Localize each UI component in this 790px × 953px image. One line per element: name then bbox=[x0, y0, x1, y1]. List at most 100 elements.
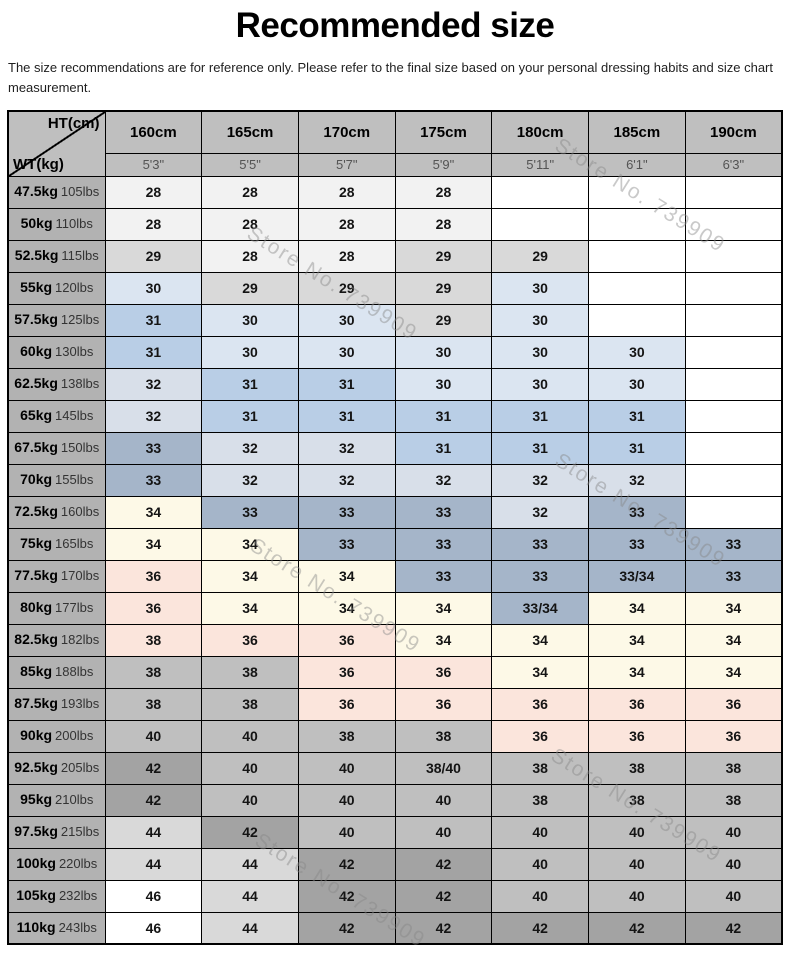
size-cell: 36 bbox=[588, 687, 686, 721]
weight-label: 47.5kg 105lbs bbox=[7, 175, 106, 209]
size-cell: 40 bbox=[297, 783, 396, 817]
size-cell: 28 bbox=[104, 207, 203, 241]
height-col-feet: 5'9" bbox=[394, 152, 493, 177]
size-cell: 42 bbox=[394, 847, 493, 881]
size-cell: 31 bbox=[394, 399, 493, 433]
size-cell: 33 bbox=[201, 495, 299, 529]
size-cell: 46 bbox=[104, 879, 203, 913]
size-cell: 44 bbox=[104, 815, 203, 849]
size-cell bbox=[684, 367, 783, 401]
height-col-header: 190cm bbox=[684, 110, 783, 154]
weight-label: 82.5kg 182lbs bbox=[7, 623, 106, 657]
height-col-feet: 5'3" bbox=[104, 152, 203, 177]
size-cell: 40 bbox=[201, 719, 299, 753]
table-row: 85kg 188lbs 38 38 36 36 34 34 34 bbox=[7, 655, 783, 689]
height-col-header: 165cm bbox=[201, 110, 299, 154]
size-cell: 34 bbox=[297, 559, 396, 593]
size-cell bbox=[684, 175, 783, 209]
weight-label: 62.5kg 138lbs bbox=[7, 367, 106, 401]
size-cell: 34 bbox=[684, 655, 783, 689]
size-cell: 34 bbox=[588, 655, 686, 689]
size-cell: 33 bbox=[297, 527, 396, 561]
size-cell: 40 bbox=[201, 783, 299, 817]
table-row: 90kg 200lbs 40 40 38 38 36 36 36 bbox=[7, 719, 783, 753]
size-cell: 31 bbox=[394, 431, 493, 465]
size-cell: 34 bbox=[104, 527, 203, 561]
size-cell: 36 bbox=[491, 687, 590, 721]
size-cell: 29 bbox=[201, 271, 299, 305]
table-row: 92.5kg 205lbs 42 40 40 38/40 38 38 38 bbox=[7, 751, 783, 785]
size-cell bbox=[588, 271, 686, 305]
size-cell: 28 bbox=[394, 207, 493, 241]
table-row: 60kg 130lbs 31 30 30 30 30 30 bbox=[7, 335, 783, 369]
size-cell: 33 bbox=[684, 559, 783, 593]
size-cell bbox=[684, 399, 783, 433]
size-cell: 29 bbox=[104, 239, 203, 273]
size-cell: 30 bbox=[394, 335, 493, 369]
size-cell: 30 bbox=[588, 367, 686, 401]
table-row: 55kg 120lbs 30 29 29 29 30 bbox=[7, 271, 783, 305]
size-cell: 32 bbox=[394, 463, 493, 497]
size-cell bbox=[684, 463, 783, 497]
size-cell: 28 bbox=[297, 239, 396, 273]
size-cell: 34 bbox=[104, 495, 203, 529]
size-cell: 36 bbox=[297, 687, 396, 721]
table-row: 65kg 145lbs 32 31 31 31 31 31 bbox=[7, 399, 783, 433]
weight-axis-label: WT(kg) bbox=[13, 155, 64, 173]
size-cell: 38 bbox=[491, 751, 590, 785]
size-cell: 38 bbox=[201, 655, 299, 689]
size-cell: 34 bbox=[201, 559, 299, 593]
size-cell: 36 bbox=[297, 655, 396, 689]
height-col-header: 175cm bbox=[394, 110, 493, 154]
size-cell: 30 bbox=[491, 303, 590, 337]
weight-label: 110kg 243lbs bbox=[7, 911, 106, 945]
weight-label: 77.5kg 170lbs bbox=[7, 559, 106, 593]
size-cell: 38 bbox=[588, 783, 686, 817]
size-cell: 38 bbox=[394, 719, 493, 753]
size-cell: 31 bbox=[588, 399, 686, 433]
size-cell bbox=[588, 175, 686, 209]
table-row: 97.5kg 215lbs 44 42 40 40 40 40 40 bbox=[7, 815, 783, 849]
size-cell: 42 bbox=[104, 783, 203, 817]
size-cell: 28 bbox=[201, 175, 299, 209]
size-cell: 38 bbox=[588, 751, 686, 785]
size-cell: 44 bbox=[201, 911, 299, 945]
table-row: 52.5kg 115lbs 29 28 28 29 29 bbox=[7, 239, 783, 273]
size-cell: 38 bbox=[104, 623, 203, 657]
size-cell: 36 bbox=[297, 623, 396, 657]
size-cell: 30 bbox=[104, 271, 203, 305]
weight-label: 65kg 145lbs bbox=[7, 399, 106, 433]
height-axis-label: HT(cm) bbox=[47, 115, 100, 132]
size-cell: 38 bbox=[491, 783, 590, 817]
size-cell: 33 bbox=[394, 527, 493, 561]
size-cell bbox=[684, 495, 783, 529]
size-cell: 31 bbox=[491, 431, 590, 465]
table-row: 100kg 220lbs 44 44 42 42 40 40 40 bbox=[7, 847, 783, 881]
size-cell bbox=[491, 175, 590, 209]
height-cm-row: HT(cm) WT(kg) 160cm 165cm 170cm 175cm 180cm 1… bbox=[7, 110, 783, 177]
size-cell: 42 bbox=[394, 879, 493, 913]
size-cell: 31 bbox=[201, 367, 299, 401]
size-cell: 40 bbox=[394, 815, 493, 849]
size-cell: 28 bbox=[104, 175, 203, 209]
disclaimer-text: The size recommendations are for referen… bbox=[8, 60, 774, 95]
size-cell: 44 bbox=[201, 847, 299, 881]
size-cell: 33 bbox=[297, 495, 396, 529]
size-cell: 38 bbox=[104, 687, 203, 721]
size-cell: 40 bbox=[588, 815, 686, 849]
size-cell: 28 bbox=[394, 175, 493, 209]
size-cell: 38/40 bbox=[394, 751, 493, 785]
weight-label: 97.5kg 215lbs bbox=[7, 815, 106, 849]
table-row: 70kg 155lbs 33 32 32 32 32 32 bbox=[7, 463, 783, 497]
size-cell: 38 bbox=[684, 751, 783, 785]
weight-label: 67.5kg 150lbs bbox=[7, 431, 106, 465]
size-cell: 36 bbox=[684, 719, 783, 753]
table-row: 62.5kg 138lbs 32 31 31 30 30 30 bbox=[7, 367, 783, 401]
table-row: 95kg 210lbs 42 40 40 40 38 38 38 bbox=[7, 783, 783, 817]
size-cell bbox=[684, 303, 783, 337]
size-cell: 38 bbox=[684, 783, 783, 817]
size-cell: 44 bbox=[201, 879, 299, 913]
weight-label: 60kg 130lbs bbox=[7, 335, 106, 369]
height-col-feet: 6'1" bbox=[588, 152, 686, 177]
table-body: 47.5kg 105lbs 28 28 28 28 50kg 110lbs 28 28 28 28 52… bbox=[7, 175, 783, 945]
